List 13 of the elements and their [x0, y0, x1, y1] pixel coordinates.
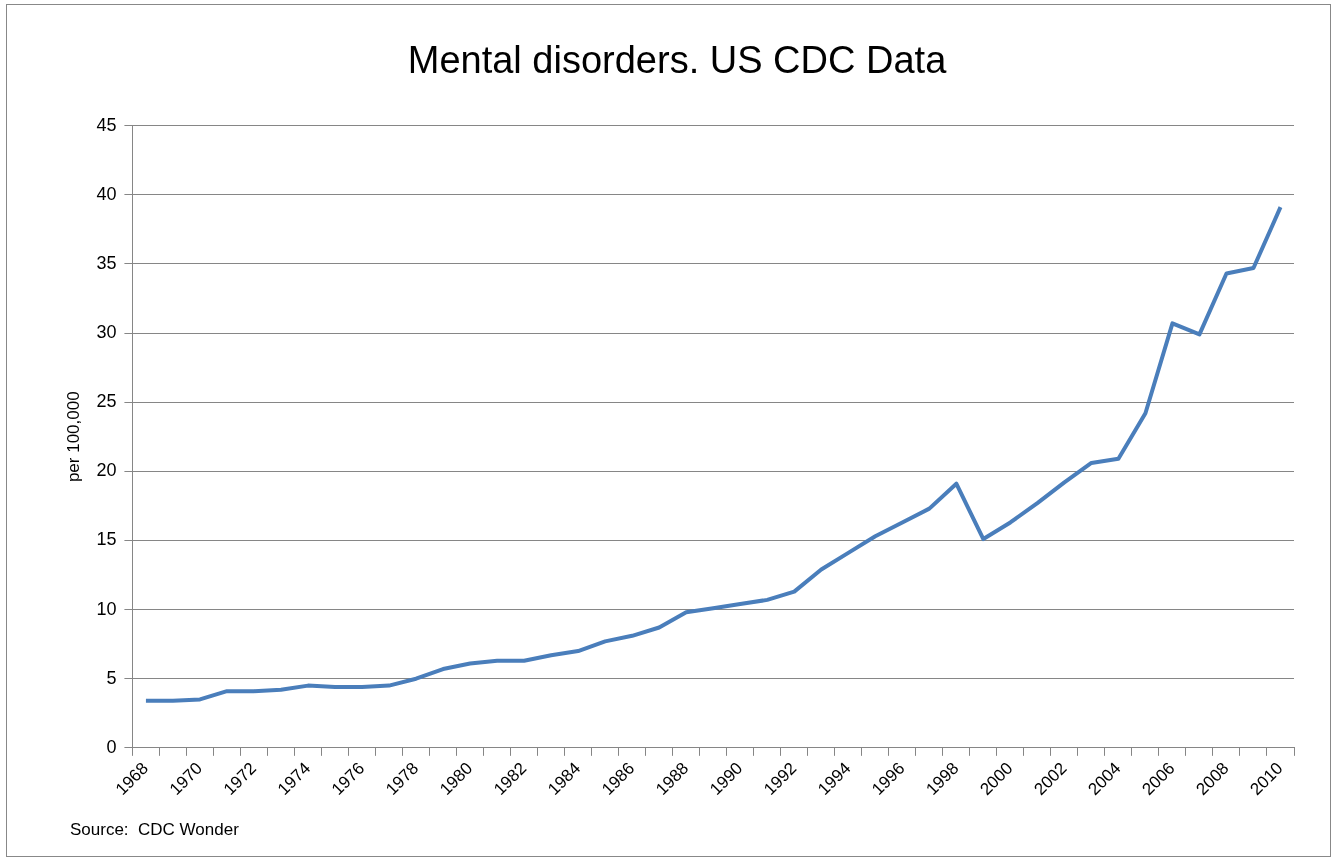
y-axis-title: per 100,000 — [63, 391, 83, 483]
y-tick-label: 5 — [106, 667, 117, 688]
y-tick-label: 35 — [96, 252, 117, 273]
y-tick-label: 40 — [96, 183, 117, 204]
y-tick-label: 20 — [96, 460, 117, 481]
y-tick-label: 0 — [106, 736, 117, 757]
y-tick-label: 10 — [96, 598, 117, 619]
y-tick-label: 45 — [96, 114, 117, 135]
chart-title: Mental disorders. US CDC Data — [407, 39, 948, 82]
y-tick-label: 25 — [96, 391, 117, 412]
source-note: Source: CDC Wonder — [70, 820, 240, 839]
y-tick-label: 15 — [96, 529, 117, 550]
y-tick-label: 30 — [96, 321, 117, 342]
